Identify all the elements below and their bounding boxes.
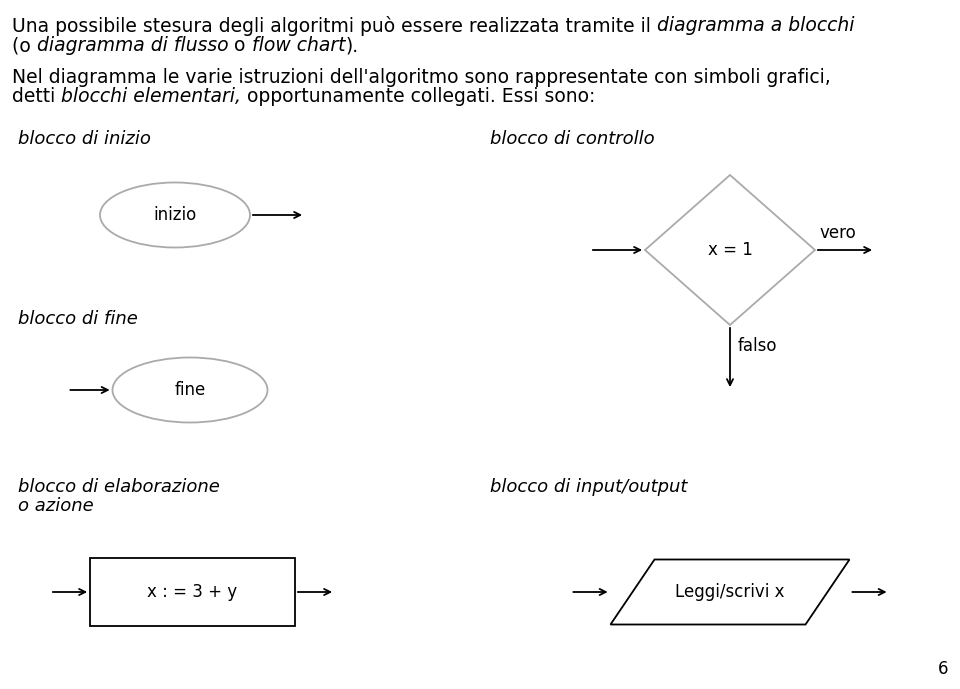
Text: flow chart: flow chart [252,36,346,55]
Text: detti: detti [12,87,61,106]
Text: opportunamente collegati. Essi sono:: opportunamente collegati. Essi sono: [241,87,595,106]
Polygon shape [611,559,850,624]
Text: blocco di controllo: blocco di controllo [490,130,655,148]
Ellipse shape [112,358,268,422]
Text: 6: 6 [938,660,948,678]
Bar [90,558,295,626]
Text: ).: ). [346,36,358,55]
Text: (o: (o [12,36,36,55]
Text: o azione: o azione [18,497,94,515]
Text: fine: fine [175,381,205,399]
Polygon shape [645,175,815,325]
Text: blocchi elementari,: blocchi elementari, [61,87,241,106]
Text: x : = 3 + y: x : = 3 + y [148,583,237,601]
Text: diagramma di flusso: diagramma di flusso [36,36,228,55]
Text: Leggi/scrivi x: Leggi/scrivi x [675,583,784,601]
Text: inizio: inizio [154,206,197,224]
Text: Nel diagramma le varie istruzioni dell'algoritmo sono rappresentate con simboli : Nel diagramma le varie istruzioni dell'a… [12,68,830,87]
Text: diagramma a blocchi: diagramma a blocchi [657,16,854,35]
Text: blocco di inizio: blocco di inizio [18,130,151,148]
Ellipse shape [100,183,250,247]
Text: falso: falso [738,337,778,355]
Text: Una possibile stesura degli algoritmi può essere realizzata tramite il: Una possibile stesura degli algoritmi pu… [12,16,657,36]
Text: x = 1: x = 1 [708,241,753,259]
Text: blocco di elaborazione: blocco di elaborazione [18,478,220,496]
Text: vero: vero [820,224,856,242]
Text: blocco di input/output: blocco di input/output [490,478,687,496]
Text: blocco di fine: blocco di fine [18,310,138,328]
Text: o: o [228,36,252,55]
